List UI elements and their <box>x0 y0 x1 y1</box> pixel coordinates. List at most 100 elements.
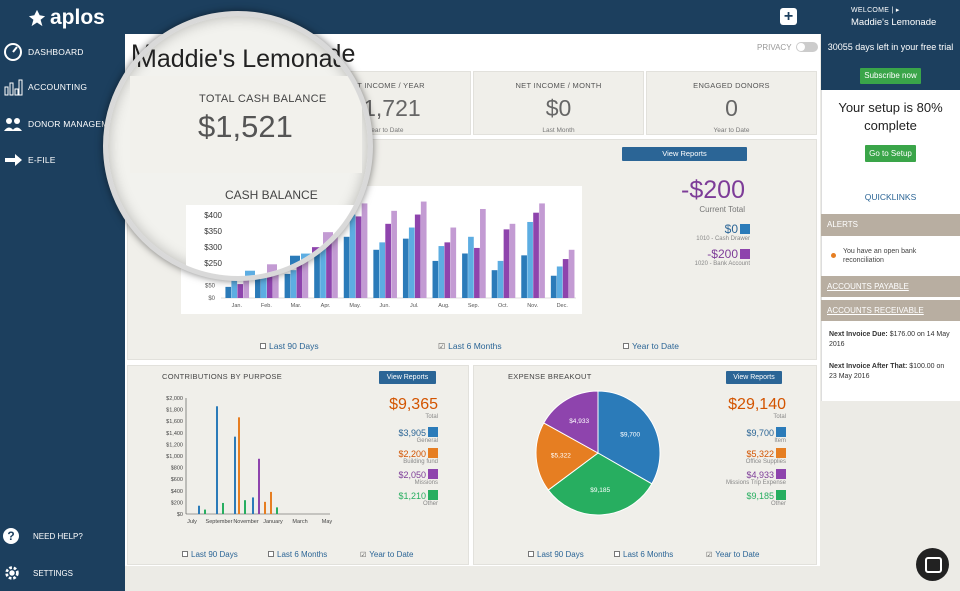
cash-view-reports-button[interactable]: View Reports <box>622 147 747 161</box>
y-tick-label: $200 <box>171 500 183 506</box>
expense-row: $4,933 Missions Trip Expense <box>690 469 786 486</box>
pie-slice-label: $4,933 <box>569 418 589 425</box>
subscribe-button[interactable]: Subscribe now <box>860 68 921 84</box>
contribution-row: $2,050 Missions <box>360 469 438 486</box>
accounts-payable-link[interactable]: ACCOUNTS PAYABLE <box>821 276 960 297</box>
period-label: Year to Date <box>369 550 414 559</box>
checkbox[interactable] <box>260 343 266 349</box>
contribution-bar <box>204 509 206 514</box>
mag-cash-bar <box>245 270 255 276</box>
cash-bar <box>556 266 563 298</box>
logo-text: aplos <box>50 6 105 29</box>
cash-bar <box>284 273 291 298</box>
x-tick-label: November <box>233 519 259 525</box>
checkbox[interactable] <box>614 551 620 557</box>
sidebar-item-label: NEED HELP? <box>33 531 83 541</box>
trial-text: 30055 days left in your free trial <box>827 42 954 52</box>
sidebar-item-dashboard[interactable]: DASHBOARD <box>0 40 125 64</box>
sidebar-item-need-help[interactable]: ? NEED HELP? <box>0 524 125 548</box>
people-icon <box>4 118 22 131</box>
expense-pie-chart: $9,700 $9,185 $5,322 $4,933 <box>535 390 661 516</box>
toggle-switch[interactable] <box>795 42 818 52</box>
legend-swatch <box>740 249 750 259</box>
checkbox[interactable] <box>268 551 274 557</box>
item-label: Office Supplies <box>745 459 786 465</box>
checkbox-checked-icon[interactable]: ☑ <box>438 342 446 351</box>
magnifier-lens: Maddie's Lemonade TOTAL CASH BALANCE $1,… <box>103 11 373 281</box>
checkbox[interactable] <box>528 551 534 557</box>
contrib-period-90-days[interactable]: Last 90 Days <box>182 550 238 559</box>
go-to-setup-button[interactable]: Go to Setup <box>865 145 916 162</box>
stat-value: 0 <box>725 95 738 121</box>
period-label: Last 90 Days <box>191 550 238 559</box>
accounts-receivable-link[interactable]: ACCOUNTS RECEIVABLE <box>821 300 960 321</box>
stat-label: NET INCOME / YEAR <box>346 81 425 90</box>
legend-swatch <box>428 427 438 437</box>
alerts-header: ALERTS <box>821 214 960 236</box>
quicklinks-link[interactable]: QUICKLINKS <box>864 192 917 202</box>
account-value: $0 <box>724 222 738 236</box>
cash-bar <box>432 260 439 298</box>
cash-bar <box>474 247 480 298</box>
mag-cash-bar <box>357 260 367 276</box>
contribution-bar <box>198 505 200 514</box>
contribution-bar <box>252 497 254 514</box>
cash-bar <box>468 236 474 298</box>
cash-period-6-months[interactable]: ☑ Last 6 Months <box>438 341 502 351</box>
legend-swatch <box>740 224 750 234</box>
sidebar-item-settings[interactable]: SETTINGS <box>0 561 125 585</box>
cash-bar <box>266 259 273 298</box>
user-name: Maddie's Lemonade <box>851 17 937 28</box>
expense-total: $29,140 <box>728 396 786 413</box>
stat-sub: Year to Date <box>367 127 404 134</box>
checkbox-checked-icon[interactable]: ☑ <box>360 552 367 559</box>
sidebar-item-efile[interactable]: E-FILE <box>0 148 125 172</box>
expense-row: $9,185 Other <box>690 490 786 507</box>
sidebar-item-donor-management[interactable]: DONOR MANAGEMENT <box>0 112 125 136</box>
cash-period-ytd[interactable]: Year to Date <box>623 341 679 351</box>
contribution-bar <box>216 406 218 514</box>
expense-view-reports-button[interactable]: View Reports <box>726 371 782 384</box>
privacy-toggle[interactable]: PRIVACY <box>757 42 818 52</box>
sidebar-item-accounting[interactable]: ACCOUNTING <box>0 75 125 99</box>
cash-bar <box>480 208 486 298</box>
alert-item[interactable]: You have an open bank reconciliation <box>843 248 917 264</box>
x-tick-label: September <box>206 519 233 525</box>
x-tick-label: January <box>263 519 283 525</box>
add-new-button[interactable]: + <box>780 8 797 25</box>
y-tick-label: $0 <box>177 512 183 518</box>
checkbox-checked-icon[interactable]: ☑ <box>706 552 713 559</box>
x-tick-label: Jan. <box>232 303 243 309</box>
mag-cash-bar <box>267 264 277 276</box>
invoice-label: Next Invoice After That: <box>829 363 908 370</box>
cash-period-90-days[interactable]: Last 90 Days <box>260 341 319 351</box>
stat-sub: Year to Date <box>713 127 750 134</box>
legend-swatch <box>428 448 438 458</box>
mag-cash-bar <box>290 255 300 276</box>
welcome-menu[interactable]: WELCOME | ▸ Maddie's Lemonade <box>851 6 936 28</box>
cash-bar <box>237 284 244 298</box>
aplos-logo[interactable]: aplos <box>28 6 105 30</box>
expense-period-90-days[interactable]: Last 90 Days <box>528 550 584 559</box>
invoice-label: Next Invoice Due: <box>829 331 888 338</box>
cash-bar <box>296 257 303 298</box>
expense-period-ytd[interactable]: ☑ Year to Date <box>706 550 759 559</box>
contributions-view-reports-button[interactable]: View Reports <box>379 371 436 384</box>
cash-bar <box>231 279 238 298</box>
chat-button[interactable] <box>916 548 949 581</box>
item-value: $2,200 <box>398 449 426 459</box>
checkbox[interactable] <box>182 551 188 557</box>
x-tick-label: Sep. <box>468 303 480 309</box>
sidebar-item-label: SETTINGS <box>33 568 74 578</box>
sidebar-item-label: ACCOUNTING <box>28 82 88 92</box>
efile-icon <box>5 154 22 166</box>
aplos-logo-icon <box>28 9 46 27</box>
dashboard-icon <box>4 43 22 61</box>
item-value: $5,322 <box>746 449 774 459</box>
contribution-row: $3,905 General <box>360 427 438 444</box>
contrib-period-ytd[interactable]: ☑ Year to Date <box>360 550 413 559</box>
item-value: $2,050 <box>398 470 426 480</box>
checkbox[interactable] <box>623 343 629 349</box>
expense-period-6-months[interactable]: Last 6 Months <box>614 550 673 559</box>
contrib-period-6-months[interactable]: Last 6 Months <box>268 550 327 559</box>
